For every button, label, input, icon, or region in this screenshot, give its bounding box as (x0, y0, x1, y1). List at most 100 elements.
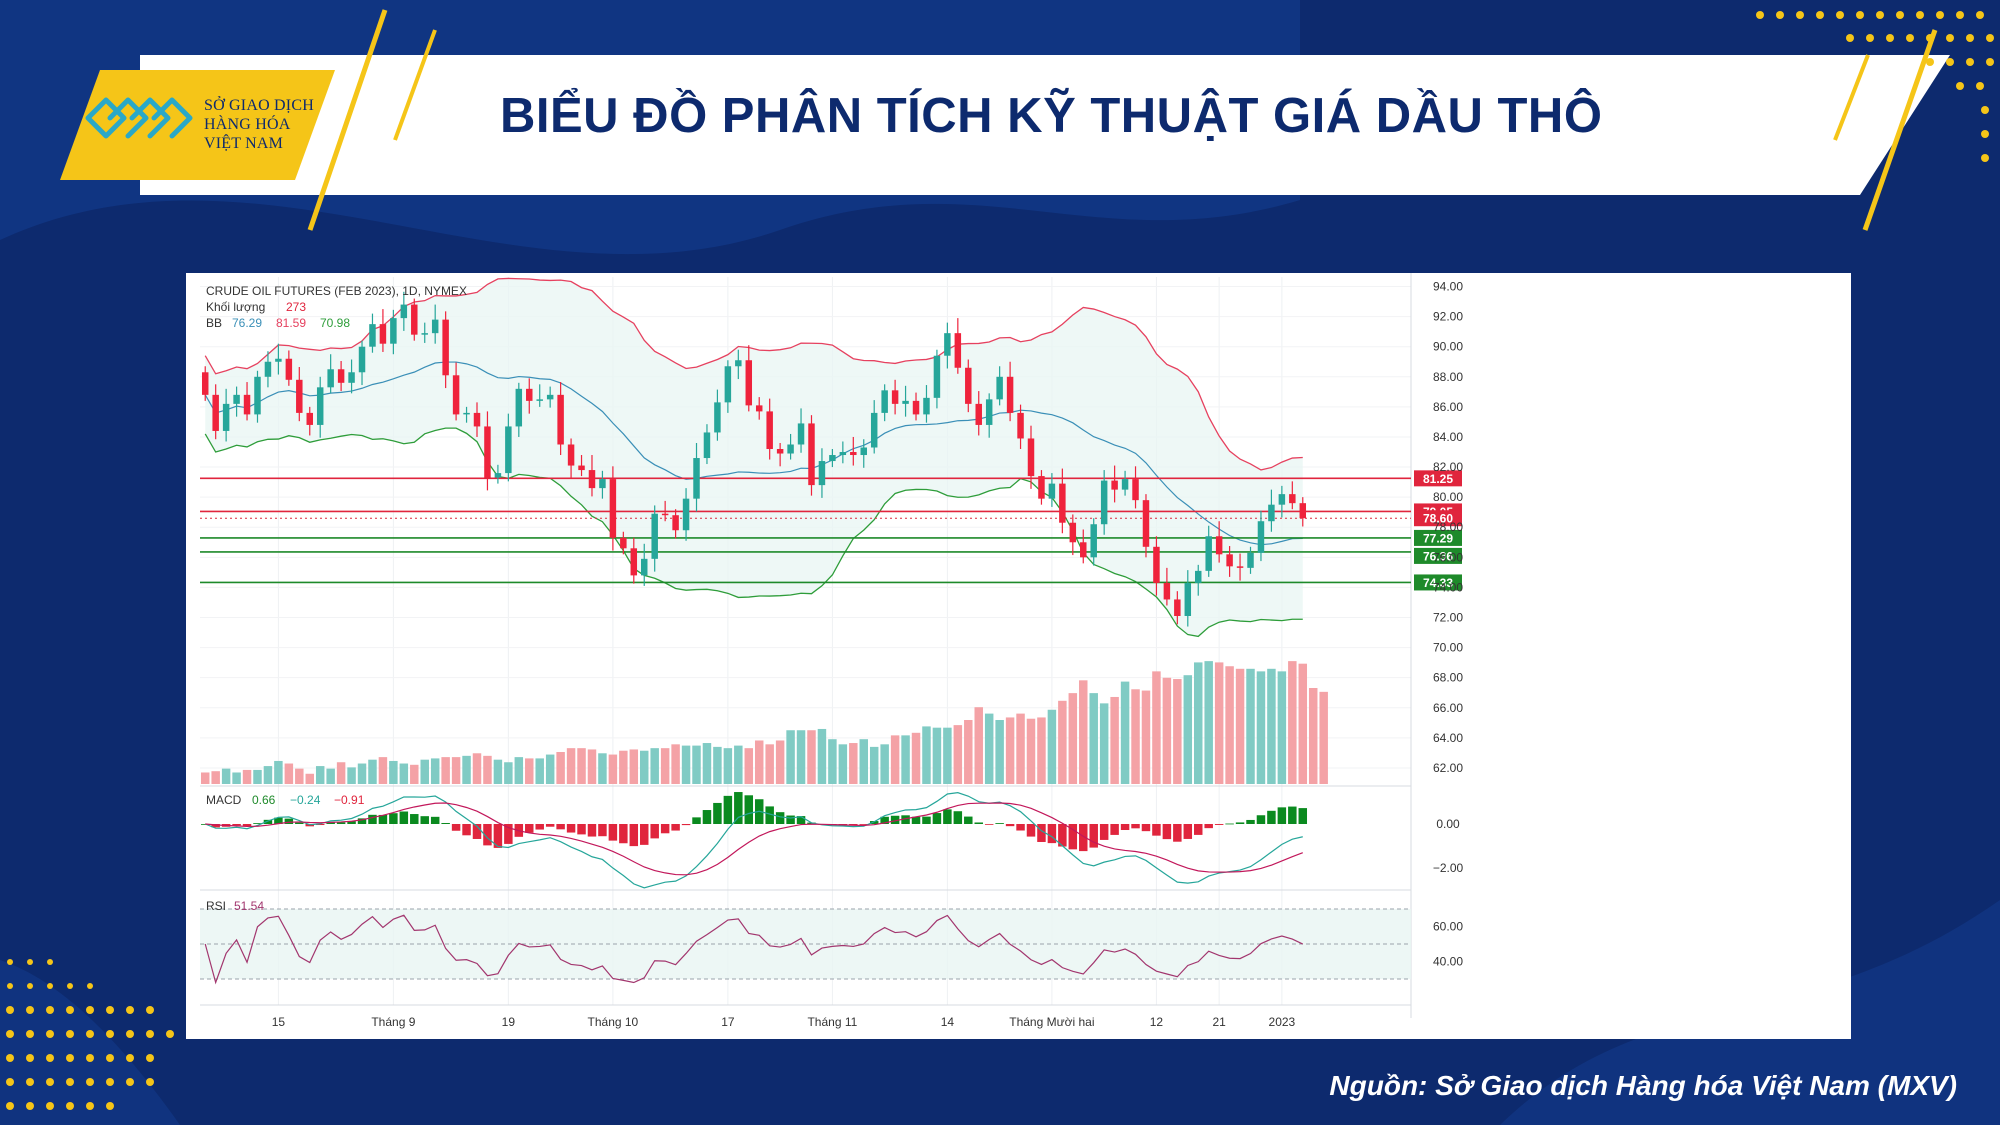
level-tag (1414, 470, 1462, 487)
volume-bar (242, 769, 252, 784)
volume-bar (1225, 666, 1234, 784)
volume-bar (629, 749, 639, 784)
candle-body (1080, 542, 1087, 558)
volume-bar (681, 745, 691, 784)
macd-histogram-bar (880, 816, 889, 824)
volume-bar (1110, 696, 1119, 784)
candle-body (703, 432, 711, 459)
macd-histogram-bar (775, 812, 785, 824)
candle-body (348, 372, 355, 383)
x-tick-label: Tháng 9 (371, 1015, 415, 1029)
candle-body (1142, 500, 1150, 547)
volume-bar (274, 760, 283, 784)
level-tag-label: 81.25 (1423, 472, 1453, 486)
volume-bar (1298, 663, 1308, 784)
volume-bar (441, 757, 450, 784)
volume-bar (1068, 693, 1078, 784)
macd-histogram-bar (420, 816, 429, 824)
candle-body (484, 426, 491, 478)
macd-histogram-bar (1131, 824, 1140, 829)
volume-bar (347, 767, 356, 784)
macd-histogram-bar (399, 811, 409, 824)
macd-histogram-bar (671, 824, 680, 831)
volume-bar (535, 758, 544, 784)
x-tick-label: 15 (272, 1015, 286, 1029)
volume-bar (1058, 700, 1067, 784)
x-tick-label: Tháng 11 (807, 1015, 857, 1029)
volume-bar (1089, 693, 1098, 784)
macd-histogram-bar (1162, 824, 1172, 840)
volume-bar (389, 760, 398, 784)
candle-body (912, 400, 920, 415)
x-tick-label: 17 (721, 1015, 735, 1029)
x-tick-label: Tháng Mười hai (1009, 1015, 1094, 1029)
macd-histogram-bar (984, 824, 994, 825)
legend-macd-label: MACD (206, 793, 242, 807)
candle-body (620, 537, 627, 549)
volume-bar (974, 707, 983, 784)
volume-bar (462, 755, 471, 784)
macd-histogram-bar (1183, 824, 1193, 839)
legend-macd-3: −0.91 (334, 793, 365, 807)
candle-body (1268, 504, 1275, 522)
macd-histogram-bar (943, 809, 952, 824)
macd-histogram-bar (336, 822, 346, 824)
candle-body (1153, 546, 1160, 583)
candle-body (954, 333, 962, 368)
volume-bar (817, 728, 827, 784)
candle-body (923, 397, 930, 415)
candle-body (1048, 483, 1056, 499)
candle-body (902, 400, 909, 404)
macd-histogram-bar (619, 824, 628, 844)
macd-histogram-bar (786, 815, 795, 824)
volume-bar (1162, 677, 1172, 784)
candle-body (755, 405, 763, 412)
macd-histogram-bar (1288, 806, 1297, 824)
macd-histogram-bar (911, 816, 921, 824)
volume-bar (305, 773, 314, 784)
level-tag (1414, 510, 1462, 527)
volume-bar (587, 749, 597, 784)
macd-histogram-bar (284, 818, 294, 824)
price-tick-label: 76.00 (1433, 550, 1463, 564)
macd-histogram-bar (577, 824, 586, 835)
candle-body (578, 465, 585, 471)
level-tag-label: 78.60 (1423, 512, 1453, 526)
volume-bar (420, 759, 429, 784)
macd-histogram-bar (493, 824, 503, 848)
candle-body (515, 388, 523, 427)
candle-body (1184, 582, 1192, 617)
volume-bar (744, 748, 754, 784)
candle-body (996, 376, 1003, 400)
volume-bar (200, 772, 210, 784)
volume-bar (493, 759, 503, 784)
macd-histogram-bar (253, 823, 262, 824)
candle-body (452, 375, 460, 415)
level-tag (1414, 574, 1462, 591)
price-tick-label: 68.00 (1433, 671, 1463, 685)
volume-bar (472, 753, 482, 784)
candle-body (411, 304, 418, 335)
candle-body (975, 403, 982, 425)
price-tick-label: 82.00 (1433, 460, 1463, 474)
logo-plate (60, 70, 335, 180)
price-tick-label: 90.00 (1433, 340, 1463, 354)
volume-bar (1131, 689, 1140, 784)
macd-histogram-bar (274, 817, 283, 824)
volume-bar (430, 758, 440, 784)
price-tick-label: 94.00 (1433, 280, 1463, 294)
candle-body (766, 411, 773, 450)
volume-bar (326, 768, 335, 784)
title-banner (140, 55, 1950, 195)
macd-histogram-bar (566, 824, 576, 833)
price-tick-label: 86.00 (1433, 400, 1463, 414)
legend-bb-lower: 70.98 (320, 316, 350, 330)
volume-bar (1047, 709, 1057, 784)
volume-bar (786, 730, 795, 784)
volume-bar (1235, 668, 1245, 784)
volume-bar (932, 727, 942, 784)
volume-bar (514, 757, 524, 784)
volume-bar (1277, 671, 1287, 784)
macd-signal-line (205, 802, 1303, 876)
